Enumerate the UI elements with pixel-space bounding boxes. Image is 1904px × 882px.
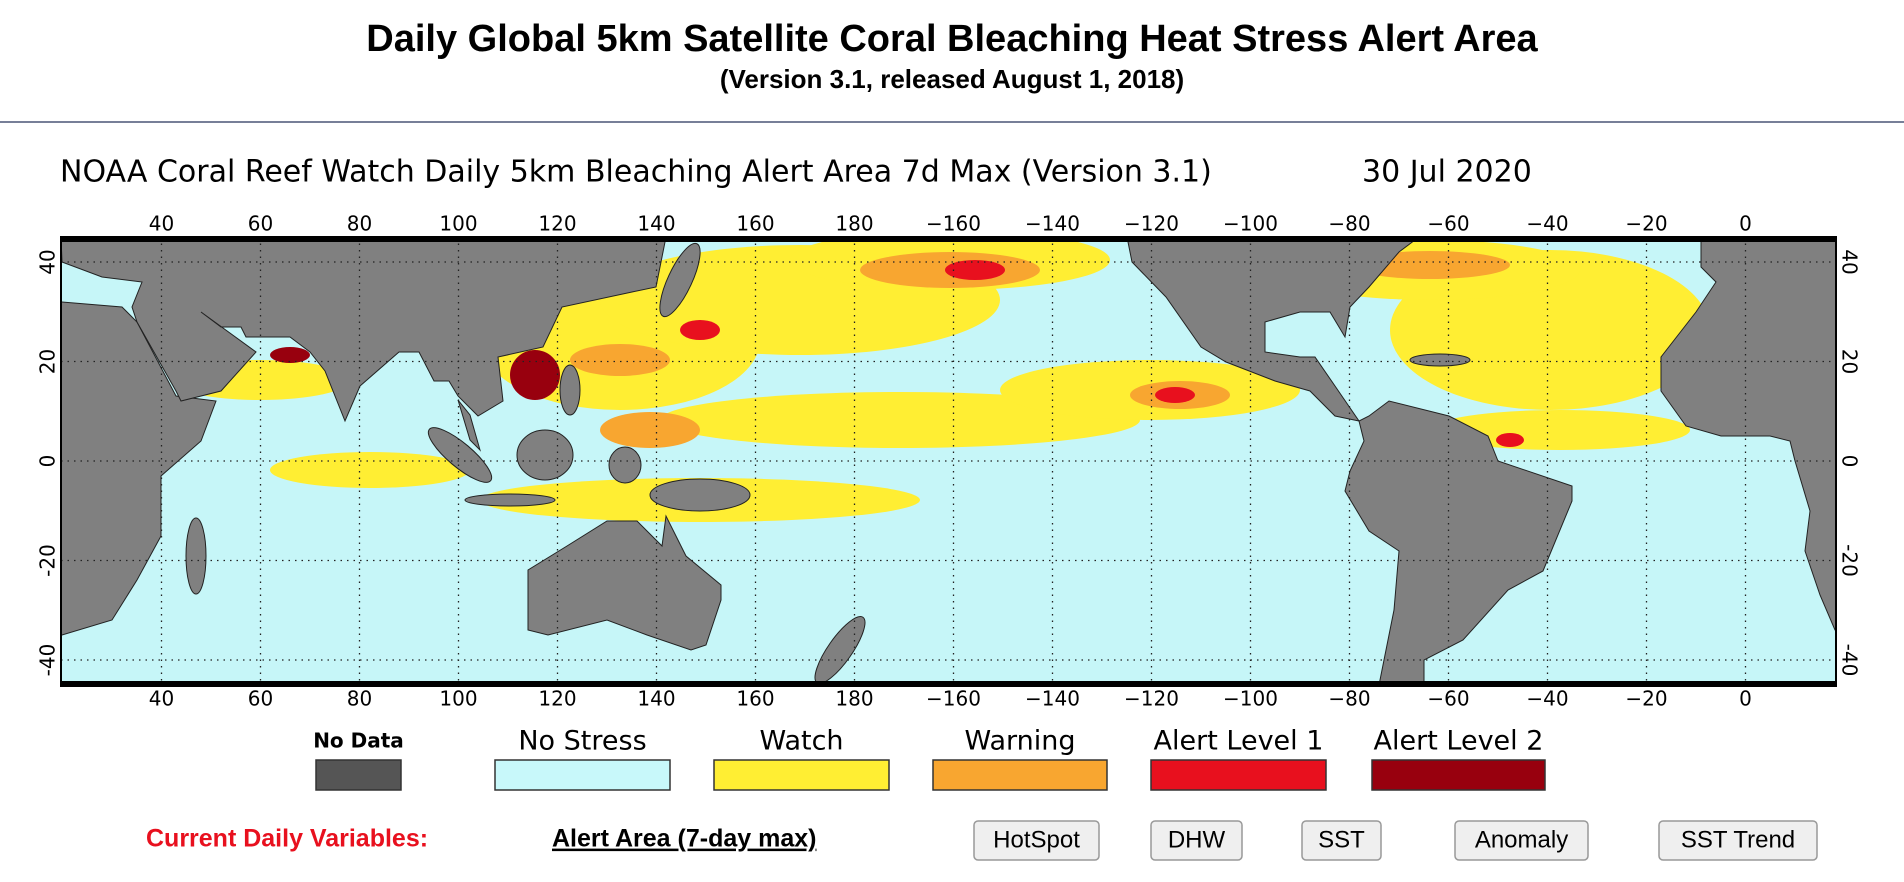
lon-label-bottom: −160	[926, 687, 981, 711]
lon-label-bottom: 160	[736, 687, 774, 711]
lat-label-left: 20	[36, 349, 60, 374]
button-label[interactable]: SST	[1318, 826, 1365, 853]
map-bottom-bar	[61, 681, 1836, 686]
lon-label-bottom: −80	[1328, 687, 1370, 711]
landmasses	[61, 237, 1836, 686]
button-face	[1454, 820, 1589, 861]
heat-stress	[170, 237, 1710, 522]
map	[61, 237, 1836, 686]
map-top-bar	[61, 237, 1836, 242]
lat-label-left: 40	[36, 249, 60, 274]
lon-label-bottom: 40	[149, 687, 174, 711]
lon-label-bottom: −20	[1625, 687, 1667, 711]
lon-label-top: 0	[1739, 212, 1752, 236]
lon-label-top: 40	[149, 212, 174, 236]
lon-label-top: 160	[736, 212, 774, 236]
lon-label-top: 180	[835, 212, 873, 236]
nav-button[interactable]: HotSpot	[973, 820, 1100, 861]
lon-label-bottom: −40	[1526, 687, 1568, 711]
lat-label-right: 40	[1838, 249, 1862, 274]
button-face	[1658, 820, 1818, 861]
lon-label-bottom: 100	[439, 687, 477, 711]
legend-swatch	[1150, 759, 1327, 791]
map-title: NOAA Coral Reef Watch Daily 5km Bleachin…	[60, 155, 1212, 190]
nav-button[interactable]: DHW	[1150, 820, 1243, 861]
lon-label-bottom: −60	[1427, 687, 1469, 711]
lon-label-top: 120	[538, 212, 576, 236]
lat-label-left: -40	[36, 644, 60, 677]
map-date: 30 Jul 2020	[1362, 155, 1532, 190]
lon-label-top: −80	[1328, 212, 1370, 236]
legend-swatch	[315, 759, 402, 791]
button-face	[973, 820, 1100, 861]
lon-label-bottom: −100	[1223, 687, 1278, 711]
button-face	[1150, 820, 1243, 861]
nav-label: Current Daily Variables:	[146, 825, 428, 853]
legend-swatch	[494, 759, 671, 791]
button-label[interactable]: HotSpot	[993, 826, 1080, 853]
page-subtitle: (Version 3.1, released August 1, 2018)	[720, 64, 1184, 94]
legend-label: Alert Level 1	[1154, 726, 1324, 757]
nav-current: Alert Area (7-day max)	[552, 825, 816, 853]
lon-label-top: −60	[1427, 212, 1469, 236]
nav-button[interactable]: Anomaly	[1454, 820, 1589, 861]
lon-label-bottom: 0	[1739, 687, 1752, 711]
lat-label-left: -20	[36, 544, 60, 577]
button-label[interactable]: DHW	[1168, 826, 1226, 853]
button-label[interactable]: Anomaly	[1475, 826, 1568, 853]
legend-label: Watch	[759, 726, 843, 757]
legend-label: Warning	[964, 726, 1075, 757]
lon-label-bottom: 80	[347, 687, 372, 711]
lon-label-bottom: −120	[1124, 687, 1179, 711]
lon-label-top: −40	[1526, 212, 1568, 236]
lon-label-bottom: −140	[1025, 687, 1080, 711]
lon-label-bottom: 180	[835, 687, 873, 711]
legend-swatch	[932, 759, 1108, 791]
lon-label-top: −100	[1223, 212, 1278, 236]
button-label[interactable]: SST Trend	[1681, 826, 1795, 853]
nav-button[interactable]: SST Trend	[1658, 820, 1818, 861]
legend-label: Alert Level 2	[1374, 726, 1544, 757]
lon-label-top: −160	[926, 212, 981, 236]
lon-label-bottom: 120	[538, 687, 576, 711]
lat-label-right: -40	[1838, 644, 1862, 677]
lon-label-top: 140	[637, 212, 675, 236]
legend-swatch	[1371, 759, 1546, 791]
page-title: Daily Global 5km Satellite Coral Bleachi…	[366, 18, 1538, 60]
lat-label-left: 0	[36, 455, 60, 468]
legend-label: No Data	[313, 729, 404, 753]
lon-label-top: −140	[1025, 212, 1080, 236]
legend-label: No Stress	[518, 726, 646, 757]
legend-swatch	[713, 759, 890, 791]
lon-label-bottom: 140	[637, 687, 675, 711]
lon-label-top: 60	[248, 212, 273, 236]
lon-label-top: −120	[1124, 212, 1179, 236]
lon-label-top: 80	[347, 212, 372, 236]
lat-label-right: 20	[1838, 349, 1862, 374]
lon-label-top: −20	[1625, 212, 1667, 236]
nav-button[interactable]: SST	[1301, 820, 1382, 861]
lon-label-bottom: 60	[248, 687, 273, 711]
lat-label-right: -20	[1838, 544, 1862, 577]
button-face	[1301, 820, 1382, 861]
lat-label-right: 0	[1838, 455, 1862, 468]
lon-label-top: 100	[439, 212, 477, 236]
